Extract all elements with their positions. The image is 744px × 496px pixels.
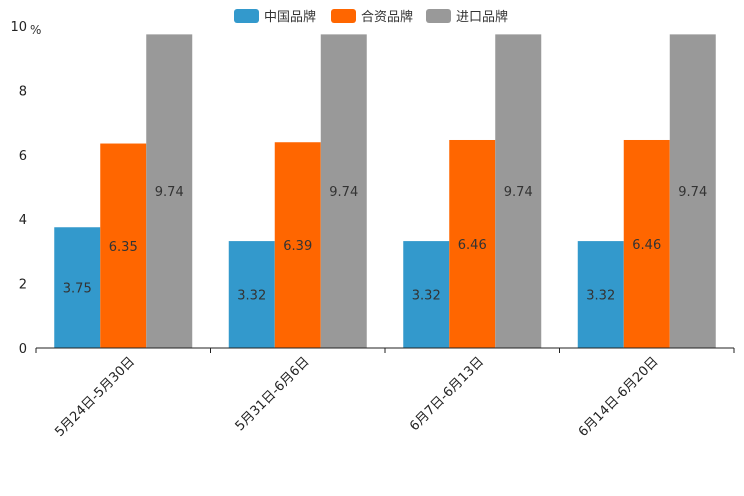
legend-swatch — [234, 9, 259, 23]
bars — [54, 34, 716, 348]
data-label: 6.35 — [109, 240, 138, 255]
bar — [577, 241, 624, 348]
data-label: 6.46 — [458, 238, 487, 253]
bar — [495, 34, 542, 348]
bar — [146, 34, 193, 348]
data-label: 3.75 — [63, 282, 92, 297]
bar — [623, 139, 670, 348]
y-tick-label: 0 — [19, 342, 27, 357]
y-tick-label: 4 — [19, 213, 27, 228]
legend-swatch — [331, 9, 356, 23]
legend-label: 进口品牌 — [456, 9, 508, 25]
data-label: 9.74 — [329, 185, 358, 200]
legend-label: 合资品牌 — [361, 9, 413, 25]
data-label: 6.46 — [632, 238, 661, 253]
x-axis: 5月24日-5月30日 5月31日-6月6日 6月7日-6月13日 6月14日-6月2… — [35, 348, 735, 440]
data-labels: 3.75 6.35 9.74 3.32 6.39 9.74 3.32 6.46 9.74 3.32… — [63, 185, 707, 303]
data-label: 9.74 — [504, 185, 533, 200]
data-label: 3.32 — [412, 289, 441, 304]
bar — [100, 143, 147, 348]
y-axis-unit-label: % — [30, 23, 41, 37]
bar — [274, 142, 321, 348]
y-tick-label: 8 — [19, 84, 27, 99]
legend-swatch — [426, 9, 451, 23]
y-tick-label: 6 — [19, 149, 27, 164]
x-category-label: 6月7日-6月13日 — [407, 354, 487, 434]
y-axis: 0 2 4 6 8 10 — [10, 20, 27, 357]
data-label: 3.32 — [586, 289, 615, 304]
data-label: 6.39 — [283, 239, 312, 254]
legend-label: 中国品牌 — [264, 9, 316, 25]
x-category-label: 5月31日-6月6日 — [233, 354, 313, 434]
bar — [54, 227, 101, 348]
data-label: 9.74 — [678, 185, 707, 200]
data-label: 9.74 — [155, 185, 184, 200]
bar — [228, 241, 275, 348]
bar — [403, 241, 450, 348]
legend: 中国品牌 合资品牌 进口品牌 — [234, 9, 508, 25]
x-category-label: 5月24日-5月30日 — [52, 354, 138, 440]
x-category-label: 6月14日-6月20日 — [576, 354, 662, 440]
data-label: 3.32 — [237, 289, 266, 304]
bar — [449, 139, 496, 348]
y-tick-label: 10 — [10, 20, 27, 35]
bar — [320, 34, 367, 348]
bar — [669, 34, 716, 348]
y-tick-label: 2 — [19, 278, 27, 293]
